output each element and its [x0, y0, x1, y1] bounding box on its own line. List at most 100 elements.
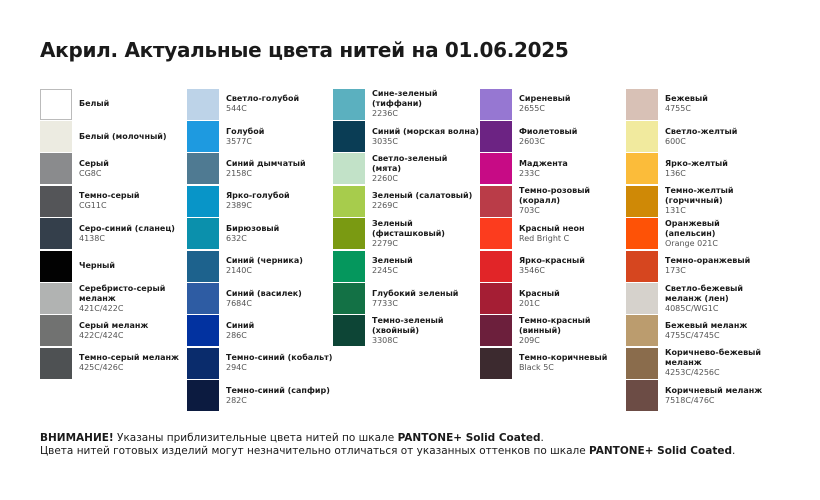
color-name: Серебристо-серый меланж [79, 283, 166, 303]
color-item: Голубой 3577C [187, 120, 333, 153]
color-swatch [333, 283, 365, 315]
color-name: Темно-розовый (коралл) [519, 186, 591, 206]
pantone-code: 282C [226, 395, 247, 405]
color-label: Темно-серый меланж 425C/426C [79, 353, 179, 373]
color-label: Синий (морская волна) 3035C [372, 127, 479, 147]
color-name: Зеленый (фисташковый) [372, 218, 445, 238]
color-name: Оранжевый (апельсин) [665, 218, 720, 238]
color-swatch [40, 315, 72, 347]
color-item: Серый CG8C [40, 153, 186, 185]
color-swatch [480, 347, 512, 379]
color-column: Сиреневый 2655C Фиолетовый 2603C Маджента 233… [480, 88, 626, 380]
color-item: Красный 201C [480, 282, 626, 315]
color-item: Светло-бежевый меланж (лен) 4085C/WG1C [626, 282, 772, 315]
footer-punct: . [540, 432, 544, 444]
color-item: Зеленый (салатовый) 2269C [333, 185, 479, 217]
color-label: Бирюзовый 632C [226, 224, 279, 244]
pantone-code: Black 5C [519, 363, 554, 373]
warning-label: ВНИМАНИЕ! [40, 432, 114, 444]
color-item: Красный неон Red Bright C [480, 218, 626, 250]
color-name: Фиолетовый [519, 126, 578, 136]
color-swatch [333, 121, 365, 153]
color-item: Бирюзовый 632C [187, 218, 333, 250]
color-swatch [626, 88, 658, 120]
footer-punct: . [731, 445, 736, 457]
pantone-code: 3035C [372, 136, 398, 146]
color-name: Красный [519, 288, 560, 298]
color-label: Темно-коричневый Black 5C [519, 353, 607, 373]
pantone-code: CG8C [79, 168, 102, 178]
pantone-code: 2389C [226, 201, 252, 211]
color-name: Темно-синий (сапфир) [226, 385, 330, 395]
color-name: Сиреневый [519, 94, 571, 104]
color-swatch [626, 250, 658, 282]
color-label: Маджента 233C [519, 159, 568, 179]
color-name: Синий (василек) [226, 288, 302, 298]
pantone-code: 3308C [372, 335, 398, 345]
color-name: Глубокий зеленый [372, 288, 459, 298]
color-item: Белый [40, 88, 186, 120]
color-swatch [480, 218, 512, 250]
footer-note: ВНИМАНИЕ! Указаны приблизительные цвета … [40, 432, 735, 458]
color-name: Ярко-красный [519, 256, 585, 266]
color-label: Сиреневый 2655C [519, 94, 570, 114]
color-name: Коричнево-бежевый меланж [665, 348, 761, 368]
color-label: Синий 286C [226, 321, 254, 341]
color-item: Коричневый меланж 7518C/476C [626, 380, 772, 412]
pantone-scale: PANTONE+ Solid Coated [397, 432, 541, 444]
color-label: Голубой 3577C [226, 127, 264, 147]
footer-line-2: Цвета нитей готовых изделий могут незнач… [40, 445, 735, 458]
color-swatch [187, 315, 219, 347]
color-label: Зеленый 2245C [372, 256, 413, 276]
color-swatch [480, 315, 512, 347]
color-name: Синий (морская волна) [372, 126, 479, 136]
color-item: Фиолетовый 2603C [480, 120, 626, 153]
footer-text: Указаны приблизительные цвета нитей по ш… [113, 432, 398, 444]
pantone-code: 4755C [665, 104, 691, 114]
color-name: Темно-зеленый (хвойный) [372, 315, 444, 335]
color-label: Темно-зеленый (хвойный) 3308C [372, 316, 479, 346]
color-swatch [40, 121, 72, 153]
color-swatch [480, 283, 512, 315]
color-swatch [626, 315, 658, 347]
color-name: Бирюзовый [226, 223, 280, 233]
color-name: Маджента [519, 158, 568, 168]
color-name: Синий дымчатый [226, 158, 306, 168]
pantone-scale: PANTONE+ Solid Coated [589, 445, 732, 457]
color-column: Бежевый 4755C Светло-желтый 600C Ярко-желтый… [626, 88, 772, 412]
color-swatch [187, 283, 219, 315]
color-name: Темно-синий (кобальт) [226, 353, 333, 363]
color-item: Темно-желтый (горчичный) 131C [626, 185, 772, 217]
color-name: Синий [226, 320, 255, 330]
color-name: Темно-оранжевый [665, 256, 751, 266]
color-item: Ярко-желтый 136C [626, 153, 772, 185]
color-item: Серо-синий (сланец) 4138C [40, 218, 186, 250]
color-label: Синий дымчатый 2158C [226, 159, 306, 179]
color-item: Синий дымчатый 2158C [187, 153, 333, 185]
pantone-code: 7518C/476C [665, 395, 715, 405]
color-item: Бежевый 4755C [626, 88, 772, 120]
color-label: Темно-розовый (коралл) 703C [519, 186, 626, 216]
color-swatch [187, 88, 219, 120]
color-swatch [626, 121, 658, 153]
pantone-code: 7684C [226, 298, 252, 308]
pantone-code: 3546C [519, 266, 545, 276]
color-name: Зеленый (салатовый) [372, 191, 473, 201]
color-swatch [480, 88, 512, 120]
color-label: Синий (василек) 7684C [226, 289, 302, 309]
color-label: Белый [79, 99, 109, 109]
color-name: Темно-серый меланж [79, 353, 179, 363]
color-name: Ярко-желтый [665, 158, 728, 168]
color-label: Черный [79, 261, 115, 271]
color-label: Темно-синий (кобальт) 294C [226, 353, 332, 373]
color-item: Серый меланж 422C/424C [40, 315, 186, 347]
color-item: Белый (молочный) [40, 120, 186, 153]
color-swatch [626, 380, 658, 412]
color-swatch [480, 250, 512, 282]
color-label: Бежевый 4755C [665, 94, 708, 114]
color-swatch [187, 185, 219, 217]
color-label: Ярко-голубой 2389C [226, 191, 290, 211]
color-name: Белый (молочный) [79, 131, 167, 141]
color-item: Темно-серый меланж 425C/426C [40, 347, 186, 379]
color-item: Темно-зеленый (хвойный) 3308C [333, 315, 479, 347]
